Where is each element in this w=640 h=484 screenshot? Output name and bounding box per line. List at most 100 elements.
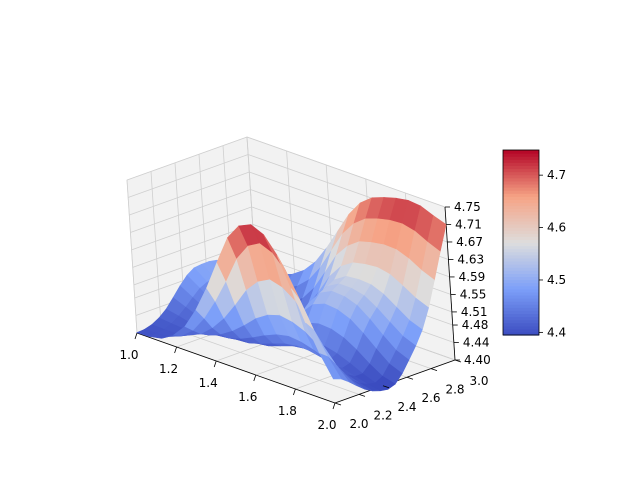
colorbar-segment [503,273,539,278]
y-tick-label: 2.2 [373,408,392,422]
z-tick-label: 4.40 [464,353,491,367]
colorbar-segment [503,285,539,290]
x-tick-mark [293,388,296,396]
colorbar-segment [503,276,539,281]
surface-patch [319,353,342,380]
colorbar-segment [503,328,539,333]
colorbar-segment [503,254,539,259]
colorbar-segment [503,183,539,188]
colorbar-segment [503,325,539,330]
z-axis-line [444,206,456,361]
colorbar-segment [503,248,539,253]
y-tick-label: 2.0 [349,417,368,431]
colorbar-tick-label: 4.7 [547,168,566,182]
colorbar-segment [503,304,539,308]
colorbar-segment [503,298,539,302]
colorbar-segment [503,153,539,157]
colorbar-segment [503,187,539,191]
colorbar: 4.4 4.5 4.6 4.7 [502,149,566,339]
colorbar-segment [503,307,539,311]
x-tick-label: 1.2 [159,362,178,376]
colorbar-segment [503,316,539,321]
colorbar-segment [503,239,539,244]
colorbar-segment [503,180,539,185]
colorbar-segment [503,257,539,262]
colorbar-segment [503,220,539,225]
colorbar-segment [503,236,539,241]
colorbar-segment [503,310,539,315]
colorbar-segment [503,233,539,237]
x-axis-line [136,332,336,404]
colorbar-segment [503,196,539,200]
y-tick-mark [406,376,414,380]
colorbar-frame [502,149,540,336]
colorbar-segment [503,159,539,163]
x-tick-label: 2.0 [317,418,336,432]
colorbar-segment [503,156,539,160]
y-tick-mark [358,394,366,397]
colorbar-segment [503,162,539,167]
y-tick-label: 3.0 [469,374,488,388]
colorbar-segment [503,319,539,324]
z-tick-label: 4.48 [462,318,489,332]
colorbar-segment [503,288,539,293]
x-tick-label: 1.4 [199,376,218,390]
z-tick-label: 4.63 [457,252,484,266]
colorbar-segment [503,150,539,154]
z-tick-label: 4.71 [455,217,482,231]
colorbar-tick-label: 4.4 [547,325,566,339]
y-tick-label: 2.8 [445,383,464,397]
colorbar-segment [503,168,539,173]
y-tick-label: 2.6 [421,391,440,405]
y-tick-mark [382,385,390,389]
x-tick-mark [253,374,257,382]
colorbar-segment [503,242,539,247]
y-tick-label: 2.4 [397,400,416,414]
colorbar-segment [503,211,539,216]
colorbar-segment [503,165,539,170]
z-tick-label: 4.59 [459,270,486,284]
colorbar-segment [503,270,539,274]
colorbar-segment [503,217,539,222]
colorbar-segment [503,294,539,299]
colorbar-segment [503,322,539,327]
colorbar-segment [503,214,539,219]
z-tick-label: 4.44 [463,336,490,350]
colorbar-segment [503,202,539,207]
colorbar-segment [503,190,539,194]
colorbar-segment [503,291,539,296]
z-tick-label: 4.55 [460,287,487,301]
y-tick-mark [334,402,342,406]
colorbar-segment [503,205,539,210]
colorbar-segment [503,331,539,336]
colorbar-segment [503,313,539,318]
z-tick-label: 4.75 [454,200,481,214]
colorbar-segment [503,230,539,234]
colorbar-segment [503,279,539,284]
surface-plot [136,197,447,392]
colorbar-segment [503,251,539,256]
colorbar-tick-label: 4.6 [547,221,566,235]
z-tick-label: 4.51 [461,305,488,319]
colorbar-segment [503,245,539,250]
y-tick-mark [430,368,438,371]
x-tick-mark [213,360,217,368]
z-tick-label: 4.67 [456,235,483,249]
x-tick-label: 1.0 [119,348,138,362]
colorbar-segment [503,199,539,204]
colorbar-segment [503,177,539,182]
colorbar-segment [503,301,539,305]
x-tick-mark [134,332,138,340]
colorbar-segment [503,282,539,287]
x-tick-label: 1.6 [238,390,257,404]
colorbar-segment [503,264,539,268]
colorbar-segment [503,227,539,231]
colorbar-tick-label: 4.5 [547,273,566,287]
colorbar-segment [503,208,539,213]
colorbar-segment [503,171,539,176]
colorbar-segment [503,174,539,179]
z-gridline [126,136,446,208]
axis-ticks: 1.0 1.2 1.4 1.6 1.8 2.0 2.0 2.2 2.4 2.6 2.8 3.0 4.40… [119,200,490,432]
colorbar-segment [503,261,539,265]
